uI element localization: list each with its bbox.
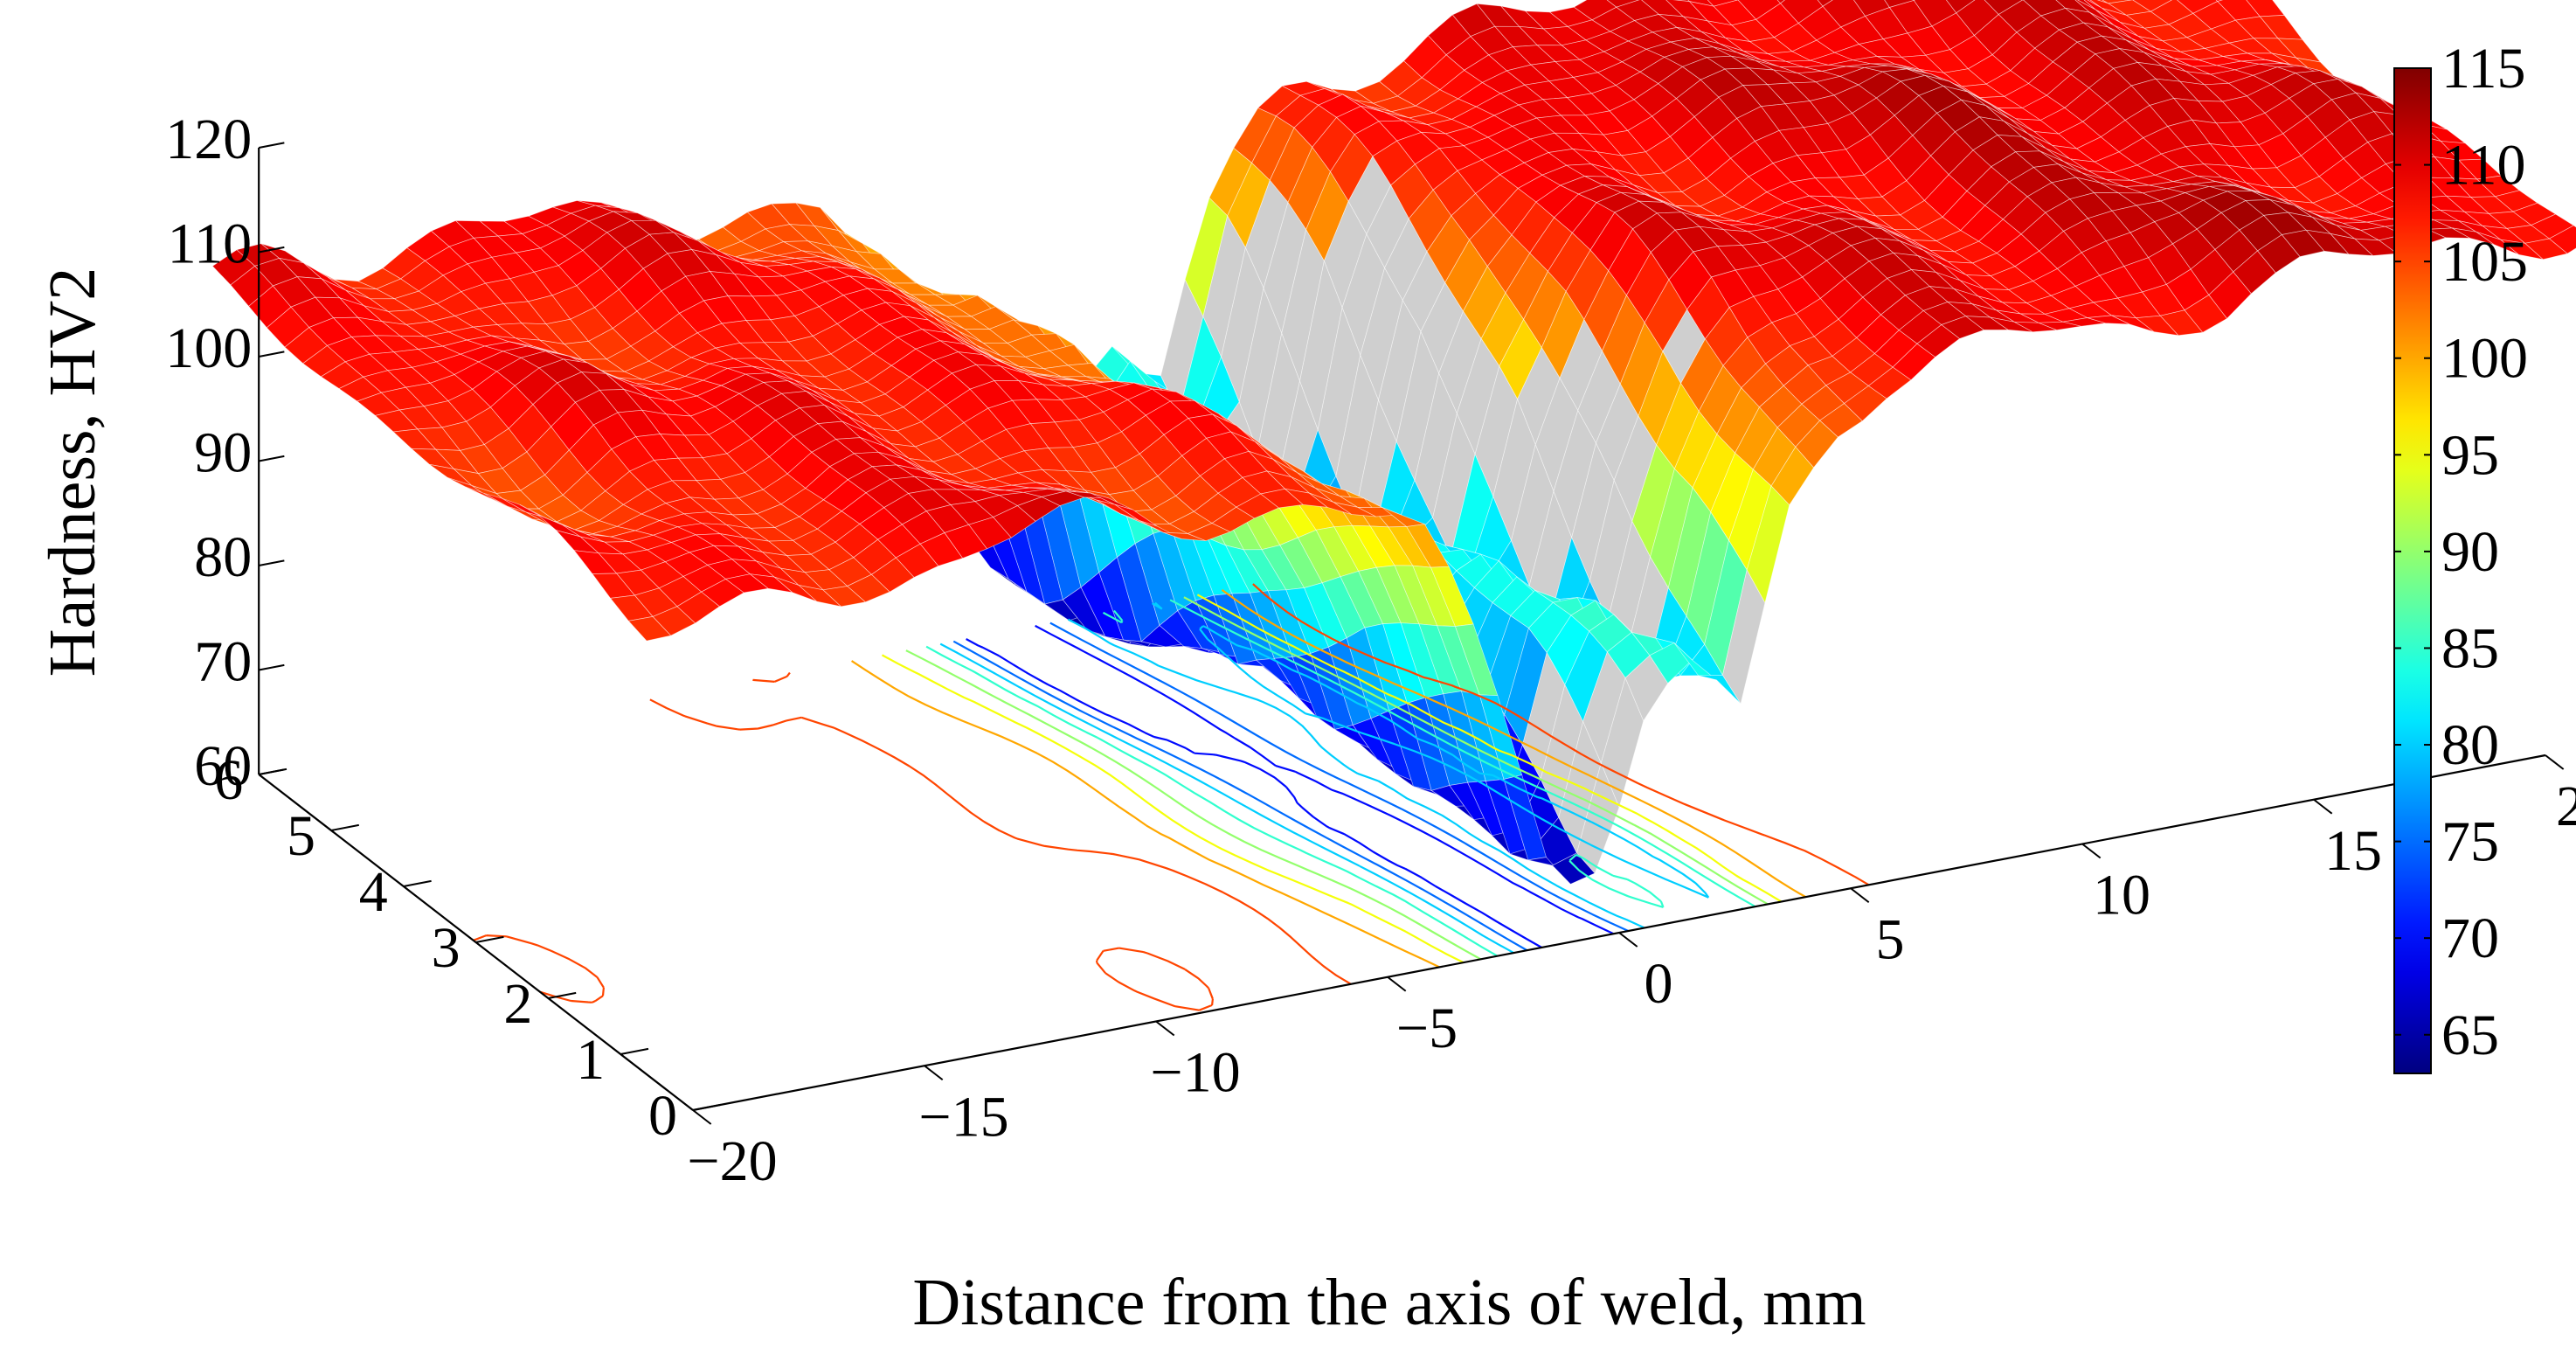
z-tick-label: 100	[165, 316, 252, 380]
z-tick-mark	[259, 768, 285, 775]
x-axis-label: Distance from the axis of weld, mm	[912, 1266, 1866, 1339]
x-tick-label: 5	[1876, 907, 1905, 971]
z-tick-mark	[259, 246, 285, 253]
colorbar-tick-label: 110	[2441, 134, 2526, 198]
x-tick-mark	[2081, 843, 2102, 859]
colorbar-gradient	[2393, 67, 2432, 1074]
x-tick-label: −20	[687, 1129, 777, 1193]
y-tick-mark	[692, 1103, 721, 1111]
colorbar-tick-label: 75	[2441, 810, 2499, 874]
z-tick-mark	[259, 663, 285, 671]
colorbar-tick-label: 90	[2441, 520, 2499, 584]
z-tick-label: 120	[165, 108, 252, 171]
contour-line	[966, 624, 1614, 948]
x-tick-mark	[924, 1065, 944, 1081]
y-tick-mark	[403, 879, 432, 887]
y-tick-label: 2	[503, 972, 532, 1036]
axes: −20−15−10−505101520012345660708090100110…	[165, 108, 2576, 1193]
colorbar-tick-label: 70	[2441, 906, 2499, 970]
x-tick-label: −10	[1150, 1041, 1240, 1105]
z-tick-mark	[259, 142, 285, 149]
x-tick-mark	[692, 1109, 712, 1125]
colorbar-tick-label: 95	[2441, 423, 2499, 487]
colorbar: 65 70 75 80 85 90 95 100 105 110 115	[2393, 37, 2528, 1074]
surface-cell	[1776, 0, 1785, 4]
contour-line	[473, 583, 1870, 1011]
x-tick-label: 20	[2556, 774, 2576, 838]
z-tick-label: 80	[194, 525, 252, 589]
surface-cell	[1817, 0, 1833, 7]
y-tick-label: 0	[648, 1084, 677, 1148]
y-tick-label: 4	[359, 860, 388, 924]
y-tick-mark	[330, 823, 359, 831]
contour-line	[881, 594, 1783, 964]
colorbar-tick-label: 80	[2441, 713, 2499, 777]
contour-line	[925, 599, 1756, 957]
y-tick-label: 6	[214, 748, 243, 812]
x-tick-label: 10	[2093, 864, 2150, 927]
y-tick-label: 1	[576, 1028, 605, 1092]
contour-line	[952, 622, 1629, 952]
x-tick-label: −15	[918, 1085, 1008, 1149]
colorbar-tick-label: 115	[2441, 37, 2526, 101]
x-tick-mark	[1618, 932, 1638, 948]
x-tick-label: 15	[2324, 819, 2382, 883]
y-tick-mark	[548, 991, 577, 999]
x-tick-mark	[2313, 798, 2333, 815]
contour-line	[850, 589, 1807, 969]
surface-cell	[2548, 225, 2576, 254]
y-tick-label: 3	[432, 916, 460, 980]
y-tick-mark	[620, 1047, 649, 1055]
z-tick-mark	[259, 351, 285, 358]
z-tick-label: 90	[194, 421, 252, 485]
y-tick-mark	[475, 935, 504, 943]
colorbar-tick-label: 105	[2441, 230, 2528, 294]
x-tick-label: −5	[1396, 996, 1458, 1060]
z-tick-label: 70	[194, 630, 252, 694]
contour-line	[939, 601, 1744, 955]
z-axis-label: Hardness, HV2	[36, 267, 109, 677]
z-tick-mark	[259, 559, 285, 566]
z-tick-label: 110	[168, 212, 253, 276]
colorbar-tick-label: 100	[2441, 327, 2528, 391]
x-tick-label: 0	[1645, 952, 1673, 1016]
colorbar-tick-label: 85	[2441, 616, 2499, 680]
contour-projection	[473, 583, 1870, 1011]
z-tick-label: 60	[194, 734, 252, 798]
x-tick-mark	[2545, 754, 2565, 770]
x-tick-mark	[1155, 1020, 1175, 1037]
x-tick-mark	[1387, 976, 1407, 992]
contour-line	[905, 596, 1769, 961]
x-tick-mark	[1850, 887, 1870, 904]
hardness-surface	[211, 0, 2576, 885]
z-tick-mark	[259, 455, 285, 462]
colorbar-tick-label: 65	[2441, 1003, 2499, 1067]
y-tick-label: 5	[287, 804, 315, 868]
